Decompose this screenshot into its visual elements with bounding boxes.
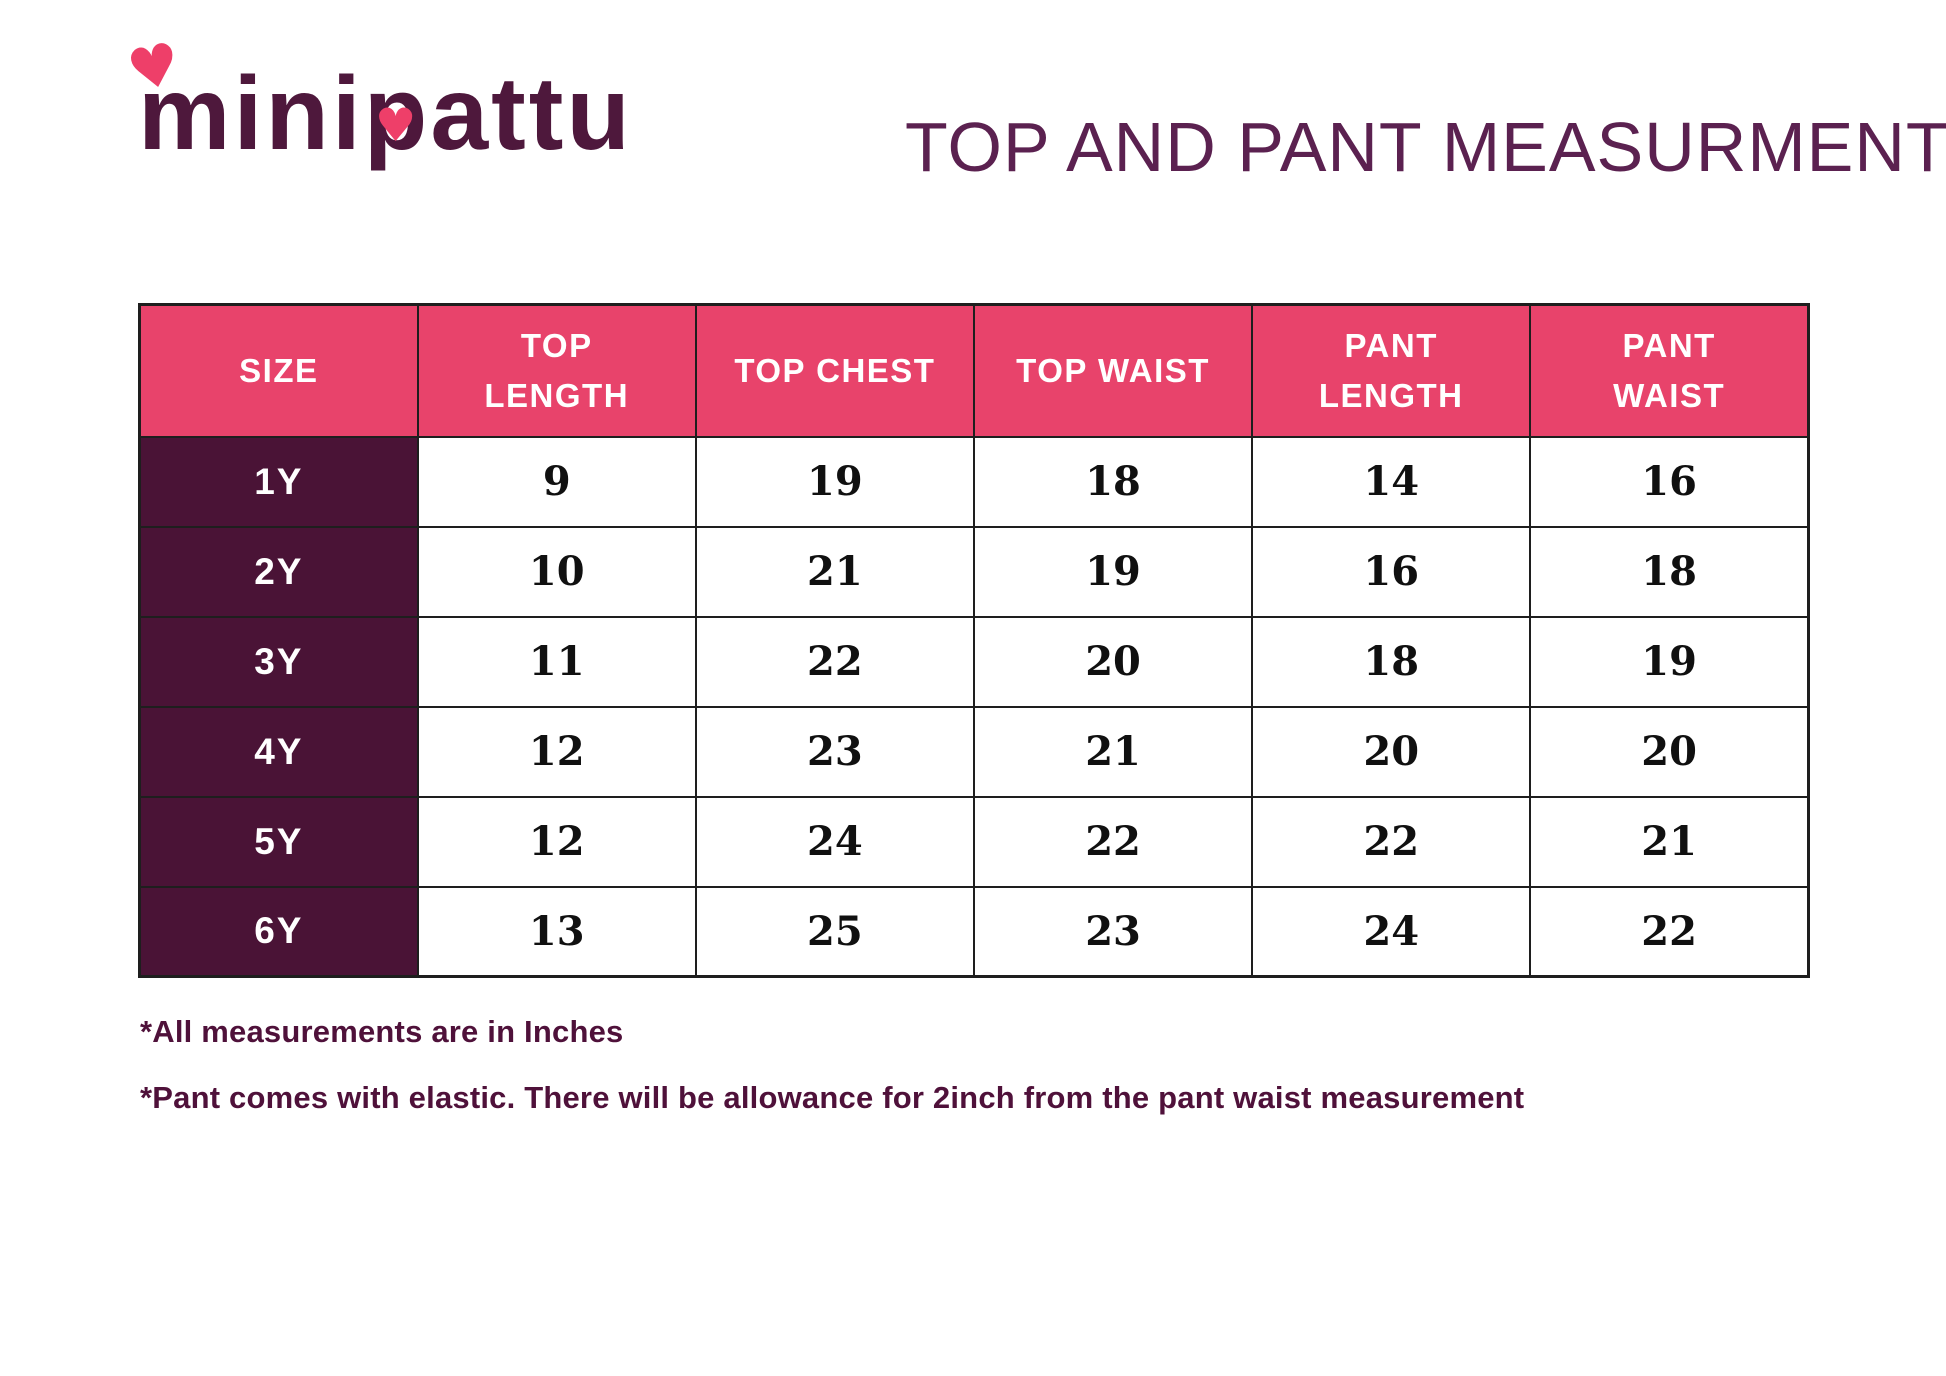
brand-logo: ♥ ♥ minipattu xyxy=(122,28,633,166)
value-cell: 19 xyxy=(972,525,1254,618)
value-cell: 18 xyxy=(1529,525,1810,618)
value-cell: 22 xyxy=(1251,795,1532,888)
value-cell: 12 xyxy=(416,795,697,888)
value-cell: 14 xyxy=(1251,435,1532,528)
brand-logo-text: minipattu xyxy=(138,56,633,172)
table-row: 4Y 12 23 21 20 20 xyxy=(138,705,1810,798)
table-body: 1Y 9 19 18 14 16 2Y 10 21 19 16 18 3Y 11… xyxy=(138,435,1810,978)
col-header-top-waist: TOP WAIST xyxy=(972,303,1254,438)
col-header-top-length: TOP LENGTH xyxy=(416,303,697,438)
value-cell: 13 xyxy=(416,885,697,978)
col-header-pant-length: PANT LENGTH xyxy=(1251,303,1532,438)
size-chart-table: SIZE TOP LENGTH TOP CHEST TOP WAIST PANT… xyxy=(138,303,1810,978)
table-header: SIZE TOP LENGTH TOP CHEST TOP WAIST PANT… xyxy=(138,303,1810,438)
value-cell: 21 xyxy=(694,525,975,618)
value-cell: 21 xyxy=(1529,795,1810,888)
value-cell: 20 xyxy=(1529,705,1810,798)
heart-icon: ♥ xyxy=(375,98,420,152)
value-cell: 20 xyxy=(1251,705,1532,798)
value-cell: 22 xyxy=(694,615,975,708)
value-cell: 22 xyxy=(972,795,1254,888)
value-cell: 23 xyxy=(972,885,1254,978)
value-cell: 22 xyxy=(1529,885,1810,978)
size-cell: 3Y xyxy=(138,615,419,708)
size-cell: 4Y xyxy=(138,705,419,798)
table-row: 3Y 11 22 20 18 19 xyxy=(138,615,1810,708)
value-cell: 18 xyxy=(1251,615,1532,708)
col-header-size: SIZE xyxy=(138,303,419,438)
value-cell: 16 xyxy=(1251,525,1532,618)
table-row: 1Y 9 19 18 14 16 xyxy=(138,435,1810,528)
size-cell: 1Y xyxy=(138,435,419,528)
table-row: 6Y 13 25 23 24 22 xyxy=(138,885,1810,978)
col-header-pant-waist: PANT WAIST xyxy=(1529,303,1810,438)
heart-icon: ♥ xyxy=(121,28,190,106)
size-cell: 2Y xyxy=(138,525,419,618)
col-header-top-chest: TOP CHEST xyxy=(694,303,975,438)
size-cell: 6Y xyxy=(138,885,419,978)
value-cell: 10 xyxy=(416,525,697,618)
value-cell: 21 xyxy=(972,705,1254,798)
size-cell: 5Y xyxy=(138,795,419,888)
value-cell: 9 xyxy=(416,435,697,528)
value-cell: 12 xyxy=(416,705,697,798)
value-cell: 24 xyxy=(1251,885,1532,978)
value-cell: 24 xyxy=(694,795,975,888)
value-cell: 25 xyxy=(694,885,975,978)
table-row: 5Y 12 24 22 22 21 xyxy=(138,795,1810,888)
value-cell: 19 xyxy=(1529,615,1810,708)
header-row: SIZE TOP LENGTH TOP CHEST TOP WAIST PANT… xyxy=(138,303,1810,438)
value-cell: 19 xyxy=(694,435,975,528)
footnote-units: *All measurements are in Inches xyxy=(140,1014,624,1049)
page-title: TOP AND PANT MEASURMENT xyxy=(905,108,1946,186)
value-cell: 16 xyxy=(1529,435,1810,528)
value-cell: 20 xyxy=(972,615,1254,708)
table-row: 2Y 10 21 19 16 18 xyxy=(138,525,1810,618)
value-cell: 23 xyxy=(694,705,975,798)
value-cell: 11 xyxy=(416,615,697,708)
footnote-elastic: *Pant comes with elastic. There will be … xyxy=(140,1080,1525,1115)
value-cell: 18 xyxy=(972,435,1254,528)
